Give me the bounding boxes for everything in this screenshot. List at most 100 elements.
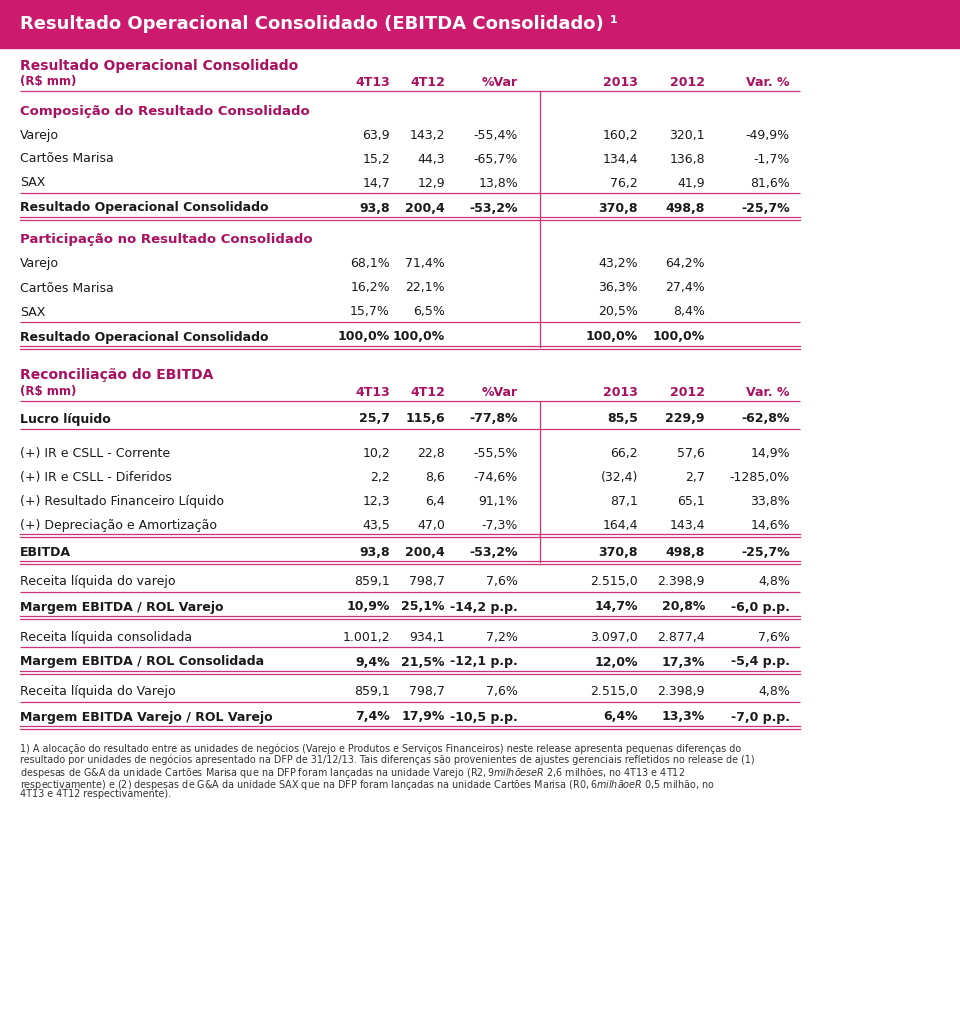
Text: 4,8%: 4,8% xyxy=(758,575,790,588)
Text: 8,6: 8,6 xyxy=(425,470,445,483)
Text: 64,2%: 64,2% xyxy=(665,258,705,271)
Text: 68,1%: 68,1% xyxy=(350,258,390,271)
Text: (+) Resultado Financeiro Líquido: (+) Resultado Financeiro Líquido xyxy=(20,494,224,508)
Text: 2013: 2013 xyxy=(603,76,638,89)
Text: Cartões Marisa: Cartões Marisa xyxy=(20,153,113,166)
Text: 20,5%: 20,5% xyxy=(598,305,638,318)
Text: -55,4%: -55,4% xyxy=(473,128,518,142)
Text: 4,8%: 4,8% xyxy=(758,685,790,699)
Text: Receita líquida do varejo: Receita líquida do varejo xyxy=(20,575,176,588)
Text: 2,2: 2,2 xyxy=(371,470,390,483)
Text: Lucro líquido: Lucro líquido xyxy=(20,412,110,426)
Text: 7,6%: 7,6% xyxy=(486,685,518,699)
Text: 14,7%: 14,7% xyxy=(594,601,638,614)
Text: 14,6%: 14,6% xyxy=(751,519,790,532)
Text: (+) IR e CSLL - Corrente: (+) IR e CSLL - Corrente xyxy=(20,447,170,460)
Text: Resultado Operacional Consolidado (EBITDA Consolidado) ¹: Resultado Operacional Consolidado (EBITD… xyxy=(20,15,618,33)
Text: 4T13: 4T13 xyxy=(355,385,390,398)
Text: -1285,0%: -1285,0% xyxy=(730,470,790,483)
Text: 85,5: 85,5 xyxy=(607,412,638,426)
Text: 10,2: 10,2 xyxy=(362,447,390,460)
Text: 20,8%: 20,8% xyxy=(661,601,705,614)
Text: respectivamente) e (2) despesas de G&A da unidade SAX que na DFP foram lançadas : respectivamente) e (2) despesas de G&A d… xyxy=(20,777,715,792)
Text: 57,6: 57,6 xyxy=(677,447,705,460)
Text: 76,2: 76,2 xyxy=(611,177,638,189)
Bar xyxy=(0,0,960,48)
Text: 71,4%: 71,4% xyxy=(405,258,445,271)
Text: 934,1: 934,1 xyxy=(410,631,445,643)
Text: 320,1: 320,1 xyxy=(669,128,705,142)
Text: Resultado Operacional Consolidado: Resultado Operacional Consolidado xyxy=(20,59,299,73)
Text: 12,3: 12,3 xyxy=(362,494,390,508)
Text: 4T13: 4T13 xyxy=(355,76,390,89)
Text: 41,9: 41,9 xyxy=(678,177,705,189)
Text: -7,3%: -7,3% xyxy=(482,519,518,532)
Text: EBITDA: EBITDA xyxy=(20,546,71,558)
Text: 859,1: 859,1 xyxy=(354,685,390,699)
Text: Varejo: Varejo xyxy=(20,258,59,271)
Text: Reconciliação do EBITDA: Reconciliação do EBITDA xyxy=(20,368,213,382)
Text: (R$ mm): (R$ mm) xyxy=(20,385,77,398)
Text: 859,1: 859,1 xyxy=(354,575,390,588)
Text: Var. %: Var. % xyxy=(747,76,790,89)
Text: 47,0: 47,0 xyxy=(418,519,445,532)
Text: 33,8%: 33,8% xyxy=(751,494,790,508)
Text: 798,7: 798,7 xyxy=(409,575,445,588)
Text: 13,8%: 13,8% xyxy=(478,177,518,189)
Text: 7,6%: 7,6% xyxy=(758,631,790,643)
Text: -53,2%: -53,2% xyxy=(469,201,518,214)
Text: Margem EBITDA / ROL Consolidada: Margem EBITDA / ROL Consolidada xyxy=(20,655,264,668)
Text: 17,9%: 17,9% xyxy=(401,711,445,724)
Text: 498,8: 498,8 xyxy=(665,201,705,214)
Text: 13,3%: 13,3% xyxy=(661,711,705,724)
Text: 4T13 e 4T12 respectivamente).: 4T13 e 4T12 respectivamente). xyxy=(20,789,171,799)
Text: SAX: SAX xyxy=(20,305,45,318)
Text: -77,8%: -77,8% xyxy=(469,412,518,426)
Text: 498,8: 498,8 xyxy=(665,546,705,558)
Text: 2012: 2012 xyxy=(670,76,705,89)
Text: 100,0%: 100,0% xyxy=(393,331,445,344)
Text: 7,2%: 7,2% xyxy=(486,631,518,643)
Text: 134,4: 134,4 xyxy=(603,153,638,166)
Text: (+) Depreciação e Amortização: (+) Depreciação e Amortização xyxy=(20,519,217,532)
Text: -5,4 p.p.: -5,4 p.p. xyxy=(731,655,790,668)
Text: Margem EBITDA Varejo / ROL Varejo: Margem EBITDA Varejo / ROL Varejo xyxy=(20,711,273,724)
Text: 100,0%: 100,0% xyxy=(586,331,638,344)
Text: -55,5%: -55,5% xyxy=(473,447,518,460)
Text: 15,7%: 15,7% xyxy=(350,305,390,318)
Text: -1,7%: -1,7% xyxy=(754,153,790,166)
Text: 3.097,0: 3.097,0 xyxy=(590,631,638,643)
Text: -7,0 p.p.: -7,0 p.p. xyxy=(731,711,790,724)
Text: 87,1: 87,1 xyxy=(611,494,638,508)
Text: 7,4%: 7,4% xyxy=(355,711,390,724)
Text: 93,8: 93,8 xyxy=(359,201,390,214)
Text: Receita líquida do Varejo: Receita líquida do Varejo xyxy=(20,685,176,699)
Text: -62,8%: -62,8% xyxy=(742,412,790,426)
Text: Resultado Operacional Consolidado: Resultado Operacional Consolidado xyxy=(20,201,269,214)
Text: 9,4%: 9,4% xyxy=(355,655,390,668)
Text: 115,6: 115,6 xyxy=(405,412,445,426)
Text: 43,2%: 43,2% xyxy=(598,258,638,271)
Text: 22,8: 22,8 xyxy=(418,447,445,460)
Text: SAX: SAX xyxy=(20,177,45,189)
Text: 2.398,9: 2.398,9 xyxy=(658,575,705,588)
Text: Participação no Resultado Consolidado: Participação no Resultado Consolidado xyxy=(20,234,313,247)
Text: 12,9: 12,9 xyxy=(418,177,445,189)
Text: Composição do Resultado Consolidado: Composição do Resultado Consolidado xyxy=(20,104,310,117)
Text: Margem EBITDA / ROL Varejo: Margem EBITDA / ROL Varejo xyxy=(20,601,224,614)
Text: -65,7%: -65,7% xyxy=(473,153,518,166)
Text: resultado por unidades de negócios apresentado na DFP de 31/12/13. Tais diferenç: resultado por unidades de negócios apres… xyxy=(20,754,755,765)
Text: 14,9%: 14,9% xyxy=(751,447,790,460)
Text: 100,0%: 100,0% xyxy=(653,331,705,344)
Text: 7,6%: 7,6% xyxy=(486,575,518,588)
Text: 14,7: 14,7 xyxy=(362,177,390,189)
Text: 1.001,2: 1.001,2 xyxy=(343,631,390,643)
Text: 10,9%: 10,9% xyxy=(347,601,390,614)
Text: 44,3: 44,3 xyxy=(418,153,445,166)
Text: (32,4): (32,4) xyxy=(601,470,638,483)
Text: 43,5: 43,5 xyxy=(362,519,390,532)
Text: Resultado Operacional Consolidado: Resultado Operacional Consolidado xyxy=(20,331,269,344)
Text: -12,1 p.p.: -12,1 p.p. xyxy=(450,655,518,668)
Text: 25,7: 25,7 xyxy=(359,412,390,426)
Text: Varejo: Varejo xyxy=(20,128,59,142)
